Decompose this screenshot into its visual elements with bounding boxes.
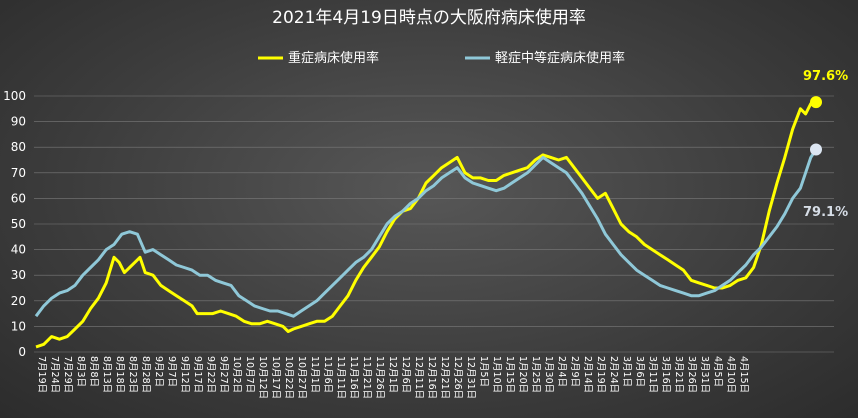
- x-tick-label: 3月16日: [660, 356, 671, 393]
- end-label-mild: 79.1%: [803, 205, 848, 220]
- x-tick-label: 11月26日: [374, 356, 385, 399]
- y-tick-label: 70: [11, 166, 26, 180]
- legend-label-mild: 軽症中等症病床使用率: [495, 50, 625, 66]
- x-tick-label: 2月19日: [595, 356, 606, 393]
- legend-label-severe: 重症病床使用率: [288, 50, 379, 66]
- series-endpoint-1: [810, 143, 822, 156]
- x-tick-label: 12月26日: [452, 356, 463, 399]
- x-tick-label: 7月19日: [36, 356, 47, 393]
- series-endpoint-0: [810, 96, 822, 109]
- chart-title: 2021年4月19日時点の大阪府病床使用率: [272, 7, 586, 28]
- x-tick-label: 9月17日: [192, 356, 203, 393]
- legend: 重症病床使用率 軽症中等症病床使用率: [258, 50, 625, 66]
- x-tick-label: 11月1日: [309, 356, 320, 393]
- x-tick-label: 7月29日: [62, 356, 73, 393]
- x-tick-label: 11月11日: [335, 356, 346, 399]
- y-tick-label: 60: [11, 191, 26, 205]
- x-tick-label: 10月22日: [283, 356, 294, 399]
- x-tick-label: 9月7日: [166, 356, 177, 387]
- x-tick-label: 9月2日: [153, 356, 164, 387]
- series-lines: [34, 96, 822, 349]
- x-tick-label: 8月23日: [127, 356, 138, 393]
- y-tick-label: 20: [11, 294, 26, 308]
- x-tick-label: 10月17日: [270, 356, 281, 399]
- y-tick-label: 30: [11, 268, 26, 282]
- x-tick-label: 9月22日: [205, 356, 216, 393]
- x-tick-label: 1月15日: [504, 356, 515, 393]
- x-tick-label: 12月1日: [387, 356, 398, 393]
- end-label-severe: 97.6%: [803, 69, 848, 84]
- x-tick-label: 9月27日: [218, 356, 229, 393]
- x-tick-label: 1月10日: [491, 356, 502, 393]
- x-tick-label: 9月12日: [179, 356, 190, 393]
- x-tick-label: 8月28日: [140, 356, 151, 393]
- y-tick-label: 10: [11, 319, 26, 333]
- x-tick-label: 12月11日: [413, 356, 424, 399]
- x-tick-label: 8月8日: [88, 356, 99, 387]
- x-tick-label: 8月13日: [101, 356, 112, 393]
- x-tick-label: 3月31日: [699, 356, 710, 393]
- x-axis: 7月19日 7月24日 7月29日 8月3日 8月8日 8月13日 8月18日 8月23日 8月…: [36, 356, 749, 399]
- x-tick-label: 11月16日: [348, 356, 359, 399]
- x-tick-label: 12月6日: [400, 356, 411, 393]
- x-tick-label: 8月18日: [114, 356, 125, 393]
- x-tick-label: 10月7日: [244, 356, 255, 393]
- x-tick-label: 3月26日: [686, 356, 697, 393]
- x-tick-label: 3月1日: [621, 356, 632, 387]
- x-tick-label: 1月5日: [478, 356, 489, 387]
- x-tick-label: 12月16日: [426, 356, 437, 399]
- x-tick-label: 4月10日: [725, 356, 736, 393]
- y-tick-label: 100: [3, 89, 26, 103]
- y-tick-label: 80: [11, 140, 26, 154]
- x-tick-label: 2月9日: [569, 356, 580, 387]
- x-tick-label: 3月21日: [673, 356, 684, 393]
- gridlines: [34, 95, 834, 353]
- x-tick-label: 7月24日: [49, 356, 60, 393]
- x-tick-label: 1月30日: [543, 356, 554, 393]
- x-tick-label: 4月15日: [738, 356, 749, 393]
- series-line-0: [35, 100, 817, 349]
- x-tick-label: 1月25日: [530, 356, 541, 393]
- x-tick-label: 11月21日: [361, 356, 372, 399]
- x-tick-label: 2月4日: [556, 356, 567, 387]
- x-tick-label: 12月21日: [439, 356, 450, 399]
- x-tick-label: 4月5日: [712, 356, 723, 387]
- x-tick-label: 3月6日: [634, 356, 645, 387]
- x-tick-label: 12月31日: [465, 356, 476, 399]
- y-tick-label: 90: [11, 115, 26, 129]
- x-tick-label: 1月20日: [517, 356, 528, 393]
- y-axis: 0 10 20 30 40 50 60 70 80 90 100: [3, 89, 26, 359]
- x-tick-label: 8月3日: [75, 356, 86, 387]
- x-tick-label: 10月27日: [296, 356, 307, 399]
- x-tick-label: 2月14日: [582, 356, 593, 393]
- x-tick-label: 3月11日: [647, 356, 658, 393]
- y-tick-label: 0: [18, 345, 26, 359]
- x-tick-label: 2月24日: [608, 356, 619, 393]
- y-tick-label: 50: [11, 217, 26, 231]
- y-tick-label: 40: [11, 243, 26, 257]
- x-tick-label: 11月6日: [322, 356, 333, 393]
- x-tick-label: 10月12日: [257, 356, 268, 399]
- series-line-1: [34, 148, 818, 318]
- x-tick-label: 10月2日: [231, 356, 242, 393]
